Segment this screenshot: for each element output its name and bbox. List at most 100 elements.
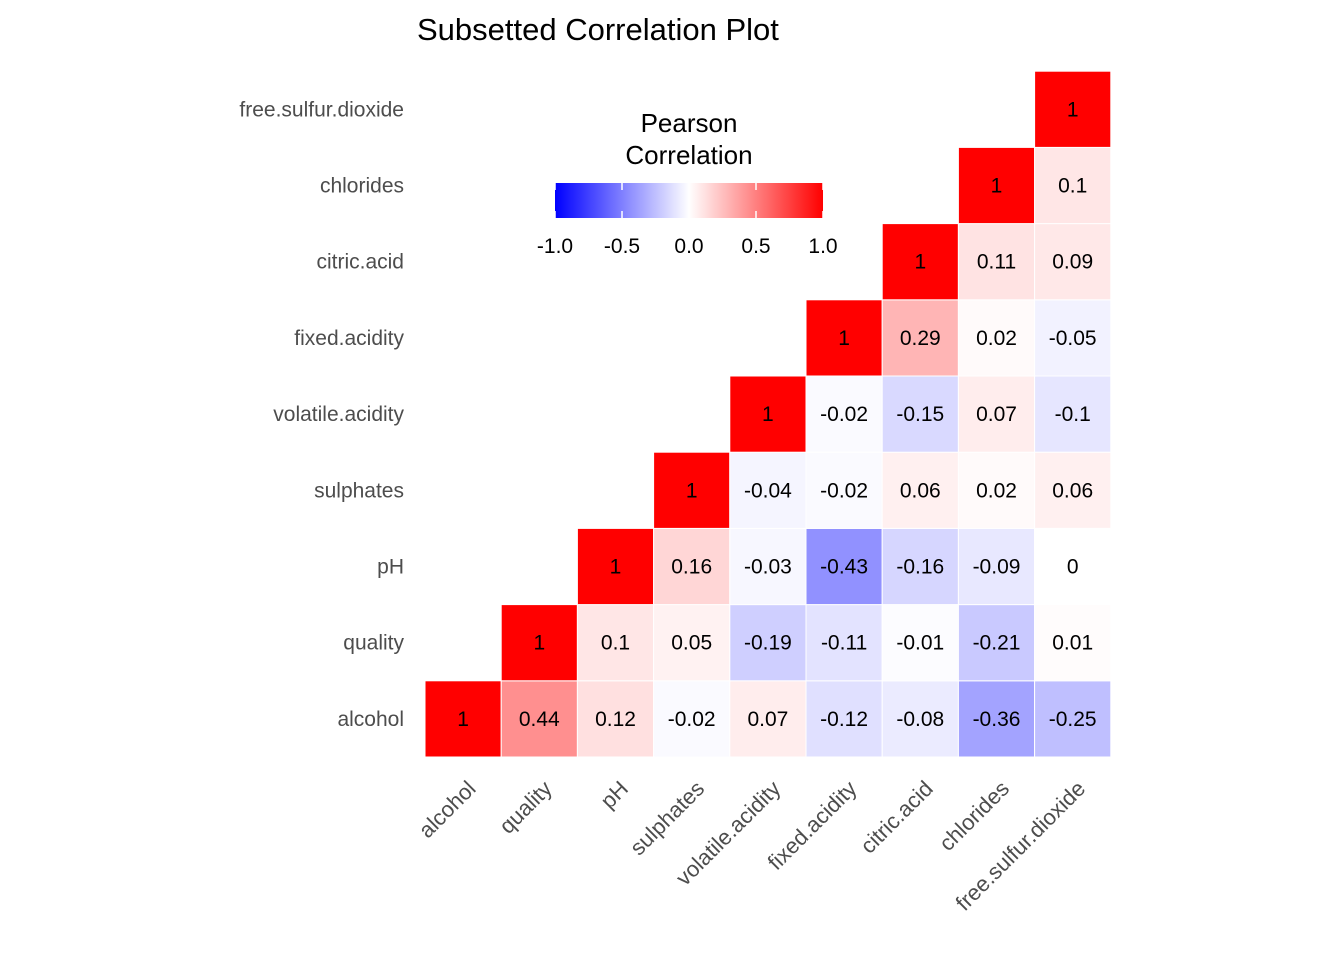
cell-label-pH-pH: 1 [610,556,622,579]
heatmap-cell-chlorides-quality [957,604,1036,682]
cell-label-chlorides-citric-acid: 0.11 [977,251,1016,274]
cell-label-chlorides-chlorides: 1 [991,175,1003,198]
heatmap-cell-fixed-acidity-sulphates [805,451,883,529]
y-tick-label-volatile-acidity: volatile.acidity [273,403,404,426]
color-legend: Pearson Correlation -1.0 -0.5 0.0 0.5 1.0 [537,108,838,258]
heatmap-cell-chlorides-citric-acid [957,223,1036,301]
heatmap-cell-sulphates-alcohol [653,680,731,758]
cell-label-fixed-acidity-volatile-acidity: -0.02 [820,403,868,426]
cell-label-pH-quality: 0.1 [601,632,630,655]
cell-label-alcohol-alcohol: 1 [457,708,469,731]
heatmap-cell-free-sulfur-dioxide-free-sulfur-dioxide [1034,70,1112,148]
cell-label-volatile-acidity-volatile-acidity: 1 [762,403,774,426]
cell-label-citric-acid-pH: -0.16 [896,556,944,579]
cell-label-sulphates-alcohol: -0.02 [668,708,716,731]
heatmap-cell-pH-pH [576,527,655,606]
cell-label-sulphates-quality: 0.05 [671,632,712,655]
heatmap-cell-volatile-acidity-sulphates [729,451,807,529]
heatmap-cell-chlorides-fixed-acidity [957,299,1036,377]
cell-label-citric-acid-fixed-acidity: 0.29 [900,327,941,350]
heatmap-cell-citric-acid-alcohol [881,680,959,758]
heatmap-cell-volatile-acidity-quality [729,604,807,682]
legend-tick-label: 0.5 [741,235,770,258]
y-tick-label-alcohol: alcohol [337,708,404,731]
y-tick-label-fixed-acidity: fixed.acidity [294,327,404,350]
cell-label-volatile-acidity-sulphates: -0.04 [744,479,792,502]
heatmap-cell-chlorides-pH [957,527,1036,606]
legend-tick-label: -0.5 [604,235,640,258]
heatmap-cell-fixed-acidity-fixed-acidity [805,299,883,377]
heatmap-cell-fixed-acidity-alcohol [805,680,883,758]
y-tick-label-quality: quality [343,632,404,655]
cell-label-chlorides-volatile-acidity: 0.07 [976,403,1017,426]
cell-label-chlorides-quality: -0.21 [973,632,1021,655]
cell-label-fixed-acidity-quality: -0.11 [821,632,867,655]
cell-label-volatile-acidity-quality: -0.19 [744,632,792,655]
cell-label-free-sulfur-dioxide-chlorides: 0.1 [1058,175,1087,198]
heatmap-cell-sulphates-sulphates [653,451,731,529]
cell-label-free-sulfur-dioxide-free-sulfur-dioxide: 1 [1067,98,1079,121]
cell-label-free-sulfur-dioxide-fixed-acidity: -0.05 [1049,327,1097,350]
cell-label-chlorides-pH: -0.09 [973,556,1021,579]
y-tick-label-sulphates: sulphates [314,479,404,502]
cell-label-citric-acid-volatile-acidity: -0.15 [896,403,944,426]
heatmap-cell-free-sulfur-dioxide-fixed-acidity [1034,299,1112,377]
cell-label-sulphates-pH: 0.16 [671,556,712,579]
heatmap-cell-citric-acid-sulphates [881,451,959,529]
y-tick-label-free-sulfur-dioxide: free.sulfur.dioxide [239,98,404,121]
cell-label-chlorides-alcohol: -0.36 [973,708,1021,731]
cell-label-fixed-acidity-pH: -0.43 [820,556,868,579]
heatmap-cell-volatile-acidity-volatile-acidity [729,375,807,453]
cell-label-fixed-acidity-fixed-acidity: 1 [838,327,850,350]
cell-label-quality-alcohol: 0.44 [519,708,560,731]
cell-label-free-sulfur-dioxide-pH: 0 [1067,556,1079,579]
cell-label-chlorides-sulphates: 0.02 [976,479,1017,502]
heatmap-cell-volatile-acidity-pH [729,527,807,606]
legend-title-line-2: Correlation [625,140,752,170]
heatmap-cell-chlorides-volatile-acidity [957,375,1036,453]
cell-label-sulphates-sulphates: 1 [686,479,698,502]
cell-label-free-sulfur-dioxide-citric-acid: 0.09 [1052,251,1093,274]
heatmap-cell-chlorides-sulphates [957,451,1036,529]
heatmap-cell-chlorides-alcohol [957,680,1036,758]
heatmap-cell-free-sulfur-dioxide-chlorides [1034,146,1112,225]
cell-label-citric-acid-quality: -0.01 [896,632,944,655]
cell-label-free-sulfur-dioxide-volatile-acidity: -0.1 [1055,403,1091,426]
cell-label-citric-acid-alcohol: -0.08 [896,708,944,731]
cell-label-citric-acid-sulphates: 0.06 [900,479,941,502]
cell-label-fixed-acidity-sulphates: -0.02 [820,479,868,502]
legend-tick-label: 0.0 [674,235,703,258]
heatmap-cell-quality-quality [500,604,578,682]
heatmap-cell-free-sulfur-dioxide-volatile-acidity [1034,375,1112,453]
cell-label-free-sulfur-dioxide-quality: 0.01 [1052,632,1093,655]
heatmap-cell-volatile-acidity-alcohol [729,680,807,758]
heatmap-cell-sulphates-pH [653,527,731,606]
heatmap-cell-fixed-acidity-volatile-acidity [805,375,883,453]
y-tick-label-pH: pH [377,556,404,579]
cell-label-free-sulfur-dioxide-alcohol: -0.25 [1049,708,1097,731]
cell-label-free-sulfur-dioxide-sulphates: 0.06 [1052,479,1093,502]
heatmap-cell-fixed-acidity-quality [805,604,883,682]
heatmap-cell-free-sulfur-dioxide-alcohol [1034,680,1112,758]
heatmap-cell-citric-acid-pH [881,527,959,606]
y-tick-label-citric-acid: citric.acid [316,251,404,274]
chart-title: Subsetted Correlation Plot [417,12,779,47]
heatmap-cell-free-sulfur-dioxide-quality [1034,604,1112,682]
cell-label-citric-acid-citric-acid: 1 [914,251,926,274]
heatmap-cells: 1 0.44 0.12 -0.02 0.07 -0.12 -0.08 -0.36 -0.25 1 0… [424,70,1112,758]
y-axis-labels: alcohol quality pH sulphates volatile.acidit… [239,98,404,731]
legend-tick-label: 1.0 [808,235,837,258]
heatmap-cell-citric-acid-quality [881,604,959,682]
cell-label-quality-quality: 1 [533,632,545,655]
legend-ticks: -1.0 -0.5 0.0 0.5 1.0 [537,183,838,258]
cell-label-pH-alcohol: 0.12 [595,708,636,731]
heatmap-cell-alcohol-alcohol [424,680,502,758]
heatmap-cell-citric-acid-citric-acid [881,223,959,301]
cell-label-fixed-acidity-alcohol: -0.12 [820,708,868,731]
cell-label-chlorides-fixed-acidity: 0.02 [976,327,1017,350]
y-tick-label-chlorides: chlorides [320,175,404,198]
cell-label-volatile-acidity-alcohol: 0.07 [747,708,788,731]
legend-tick-label: -1.0 [537,235,573,258]
legend-title-line-1: Pearson [641,108,738,138]
